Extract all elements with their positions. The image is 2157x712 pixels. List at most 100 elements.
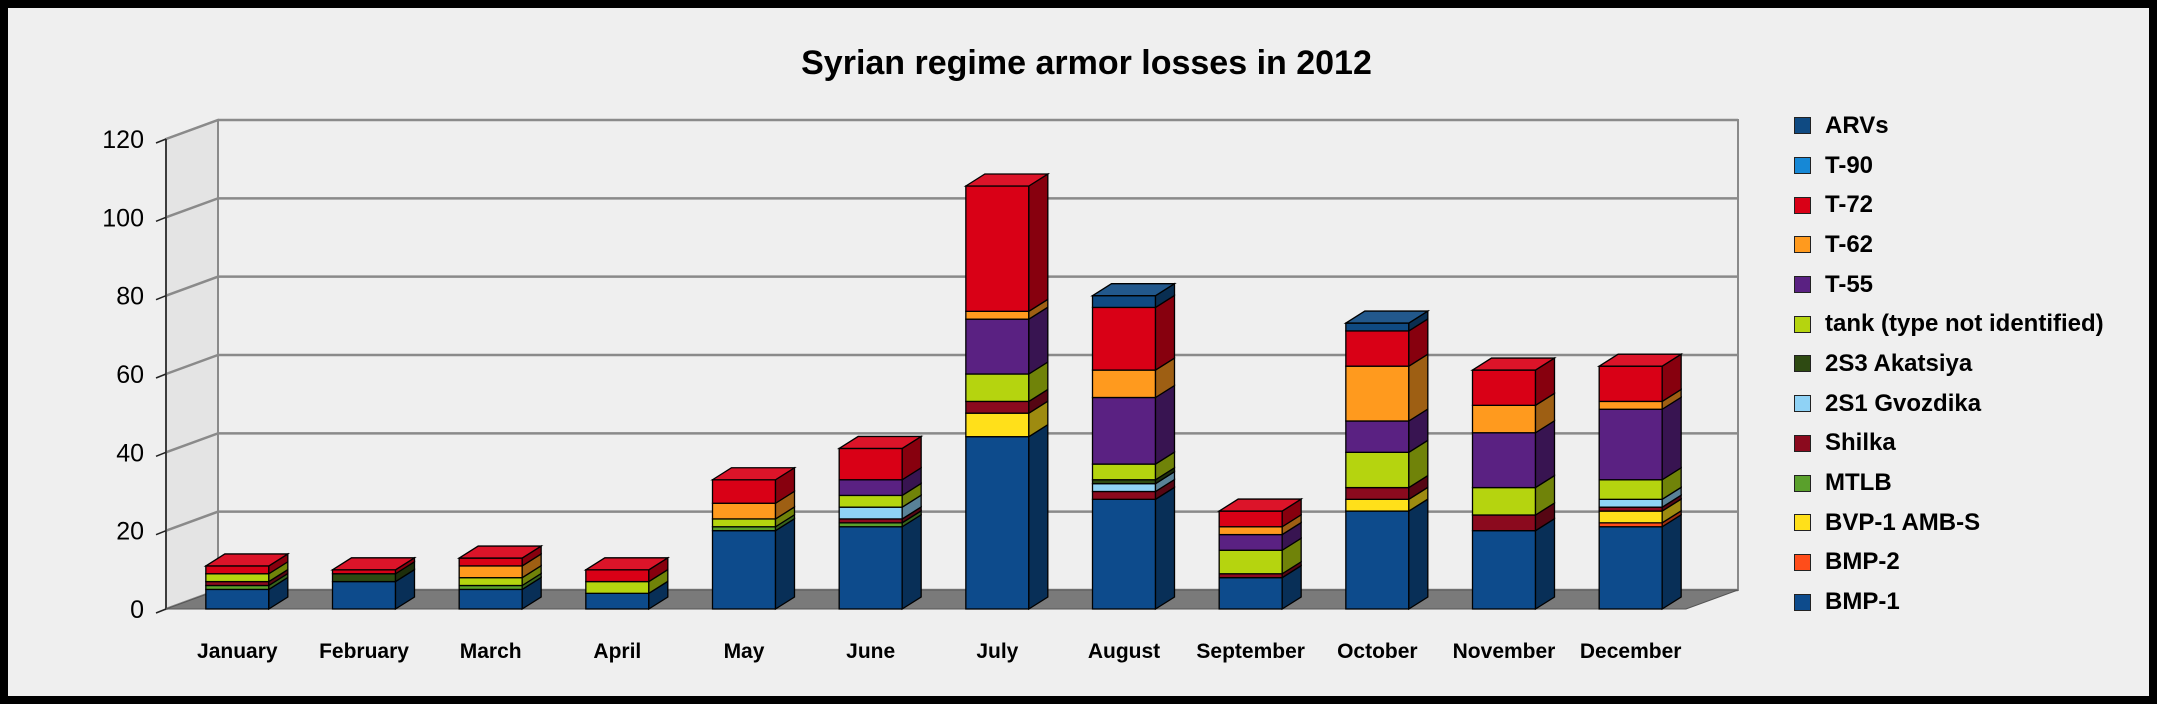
x-tick-label: February xyxy=(319,640,409,663)
bar-stack xyxy=(1343,309,1431,611)
legend-item: T-72 xyxy=(1794,185,2104,225)
legend-swatch xyxy=(1794,514,1811,532)
y-tick-mark xyxy=(155,216,167,223)
gridline xyxy=(165,275,1738,297)
legend-item: T-90 xyxy=(1794,146,2104,186)
legend-item: 2S1 Gvozdika xyxy=(1794,384,2104,424)
gridline xyxy=(165,353,1738,376)
x-tick-label: April xyxy=(593,640,641,663)
legend-label: T-72 xyxy=(1825,191,1874,219)
x-tick-label: January xyxy=(197,640,278,663)
legend-swatch xyxy=(1794,395,1811,413)
bar-segment xyxy=(1091,369,1157,399)
bar-stack xyxy=(710,466,797,611)
bar-segment xyxy=(585,569,650,583)
bar-segment-top xyxy=(583,557,671,571)
bar-segment xyxy=(1471,432,1537,489)
bar-segment xyxy=(458,577,523,587)
bar-segment xyxy=(1091,490,1157,500)
bar-segment xyxy=(585,592,650,610)
x-tick-label: November xyxy=(1453,640,1556,663)
bar-segment xyxy=(711,502,777,520)
y-tick-mark xyxy=(155,529,167,536)
bar-segment xyxy=(331,580,397,610)
bar-segment xyxy=(838,479,903,497)
bar-segment xyxy=(1471,530,1537,610)
bar-segment-side xyxy=(1028,423,1049,611)
bar-segment-top xyxy=(836,435,924,450)
legend-item: 2S3 Akatsiya xyxy=(1794,344,2104,384)
bar-segment xyxy=(458,588,523,610)
legend-label: MTLB xyxy=(1825,469,1892,497)
bar-segment xyxy=(1091,483,1157,493)
bar-segment xyxy=(205,588,270,610)
bar-segment xyxy=(1598,400,1663,410)
y-tick-mark xyxy=(155,138,167,144)
bar-segment-top xyxy=(456,545,544,559)
legend-label: BVP-1 AMB-S xyxy=(1825,508,1981,536)
gridline xyxy=(165,432,1738,454)
bar-segment xyxy=(838,506,903,520)
bar-segment xyxy=(458,557,523,567)
x-tick-label: March xyxy=(460,640,522,663)
y-tick-mark xyxy=(155,294,167,301)
x-tick-label: September xyxy=(1196,640,1305,663)
y-tick-label: 40 xyxy=(116,439,144,467)
chart-legend: ARVs T-90 T-72 T-62 T-55 tank (type not ident… xyxy=(1794,106,2104,622)
bar-stack xyxy=(330,556,417,611)
legend-label: T-62 xyxy=(1825,230,1874,258)
legend-swatch xyxy=(1794,236,1811,254)
bar-segment-side xyxy=(774,517,796,611)
bar-segment-top xyxy=(963,173,1051,187)
bar-stack xyxy=(1596,352,1684,611)
legend-label: T-55 xyxy=(1825,270,1874,298)
legend-label: T-90 xyxy=(1825,151,1874,179)
bar-segment xyxy=(965,310,1030,320)
bar-segment xyxy=(1218,526,1283,536)
bar-segment-top xyxy=(1216,498,1304,512)
bar-segment xyxy=(1218,533,1283,551)
legend-swatch xyxy=(1794,474,1811,492)
bar-segment xyxy=(838,447,903,481)
bar-segment-top xyxy=(1470,357,1557,371)
bar-segment xyxy=(838,526,903,610)
bar-segment xyxy=(1471,486,1537,516)
chart-plot: 0 20 40 60 80 100 120 January February March April… xyxy=(102,118,1739,663)
bar-segment xyxy=(838,494,903,508)
legend-label: BMP-1 xyxy=(1825,588,1900,616)
legend-swatch xyxy=(1794,276,1811,294)
legend-label: 2S3 Akatsiya xyxy=(1825,349,1973,377)
bar-segment-top xyxy=(710,467,797,481)
bar-segment xyxy=(965,400,1030,414)
bar-segment xyxy=(205,565,270,575)
bar-segment xyxy=(1598,408,1663,481)
bar-segment xyxy=(585,580,650,594)
bar-segment xyxy=(1091,463,1157,481)
gridline xyxy=(165,197,1738,219)
y-tick-label: 100 xyxy=(102,204,144,232)
bar-segment-side xyxy=(901,513,922,611)
bar-segment xyxy=(1091,306,1157,371)
bar-segment xyxy=(1471,514,1537,532)
bar-segment xyxy=(1345,420,1410,453)
legend-label: ARVs xyxy=(1825,111,1889,139)
bar-segment-top xyxy=(1596,353,1684,367)
legend-swatch xyxy=(1794,434,1811,452)
bar-segment xyxy=(205,573,270,583)
bar-segment xyxy=(711,479,777,504)
bar-stack xyxy=(1216,497,1304,611)
bar-segment xyxy=(1598,498,1663,508)
bar-segment xyxy=(1345,330,1410,367)
bar-segment xyxy=(458,565,523,579)
bar-stack xyxy=(1090,282,1177,611)
y-tick-label: 20 xyxy=(116,518,144,546)
bar-segment xyxy=(965,185,1030,312)
bar-segment xyxy=(331,573,397,583)
bar-segment xyxy=(1218,549,1283,575)
x-tick-label: August xyxy=(1088,640,1160,663)
y-tick-label: 60 xyxy=(116,361,144,389)
x-tick-label: June xyxy=(846,640,895,663)
legend-item: BMP-2 xyxy=(1794,543,2104,583)
legend-swatch xyxy=(1794,355,1811,373)
legend-item: Shilka xyxy=(1794,424,2104,464)
